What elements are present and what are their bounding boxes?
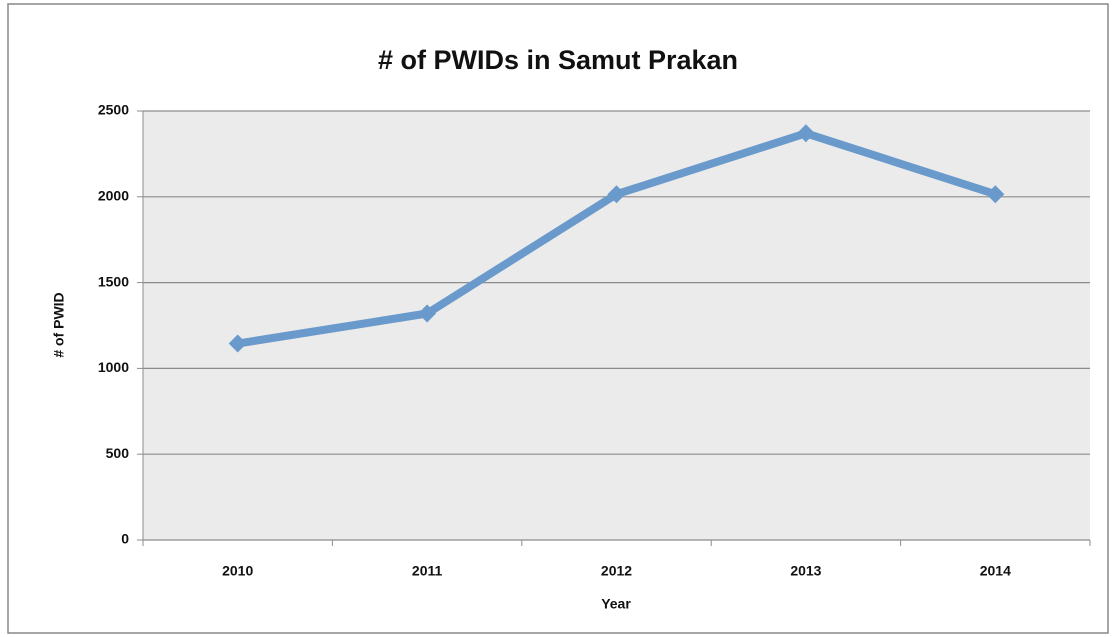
data-point — [607, 185, 626, 204]
y-tick-label: 1500 — [98, 273, 129, 289]
plot-area — [143, 111, 1090, 540]
y-tick-label: 500 — [106, 445, 130, 461]
data-point — [418, 304, 437, 323]
x-tick-label: 2011 — [412, 563, 443, 579]
data-point — [986, 185, 1005, 204]
y-tick-label: 2000 — [98, 188, 129, 204]
x-tick-label: 2010 — [222, 563, 253, 579]
data-point — [228, 334, 247, 353]
x-axis-label: Year — [601, 596, 631, 612]
y-tick-label: 0 — [121, 531, 129, 547]
x-tick-label: 2014 — [980, 563, 1011, 579]
x-tick-label: 2012 — [601, 563, 632, 579]
y-tick-label: 1000 — [98, 359, 129, 375]
y-tick-label: 2500 — [98, 102, 129, 118]
y-axis-label: # of PWID — [51, 292, 67, 357]
x-tick-label: 2013 — [790, 563, 821, 579]
chart-title: # of PWIDs in Samut Prakan — [378, 45, 738, 75]
data-point — [796, 124, 815, 143]
